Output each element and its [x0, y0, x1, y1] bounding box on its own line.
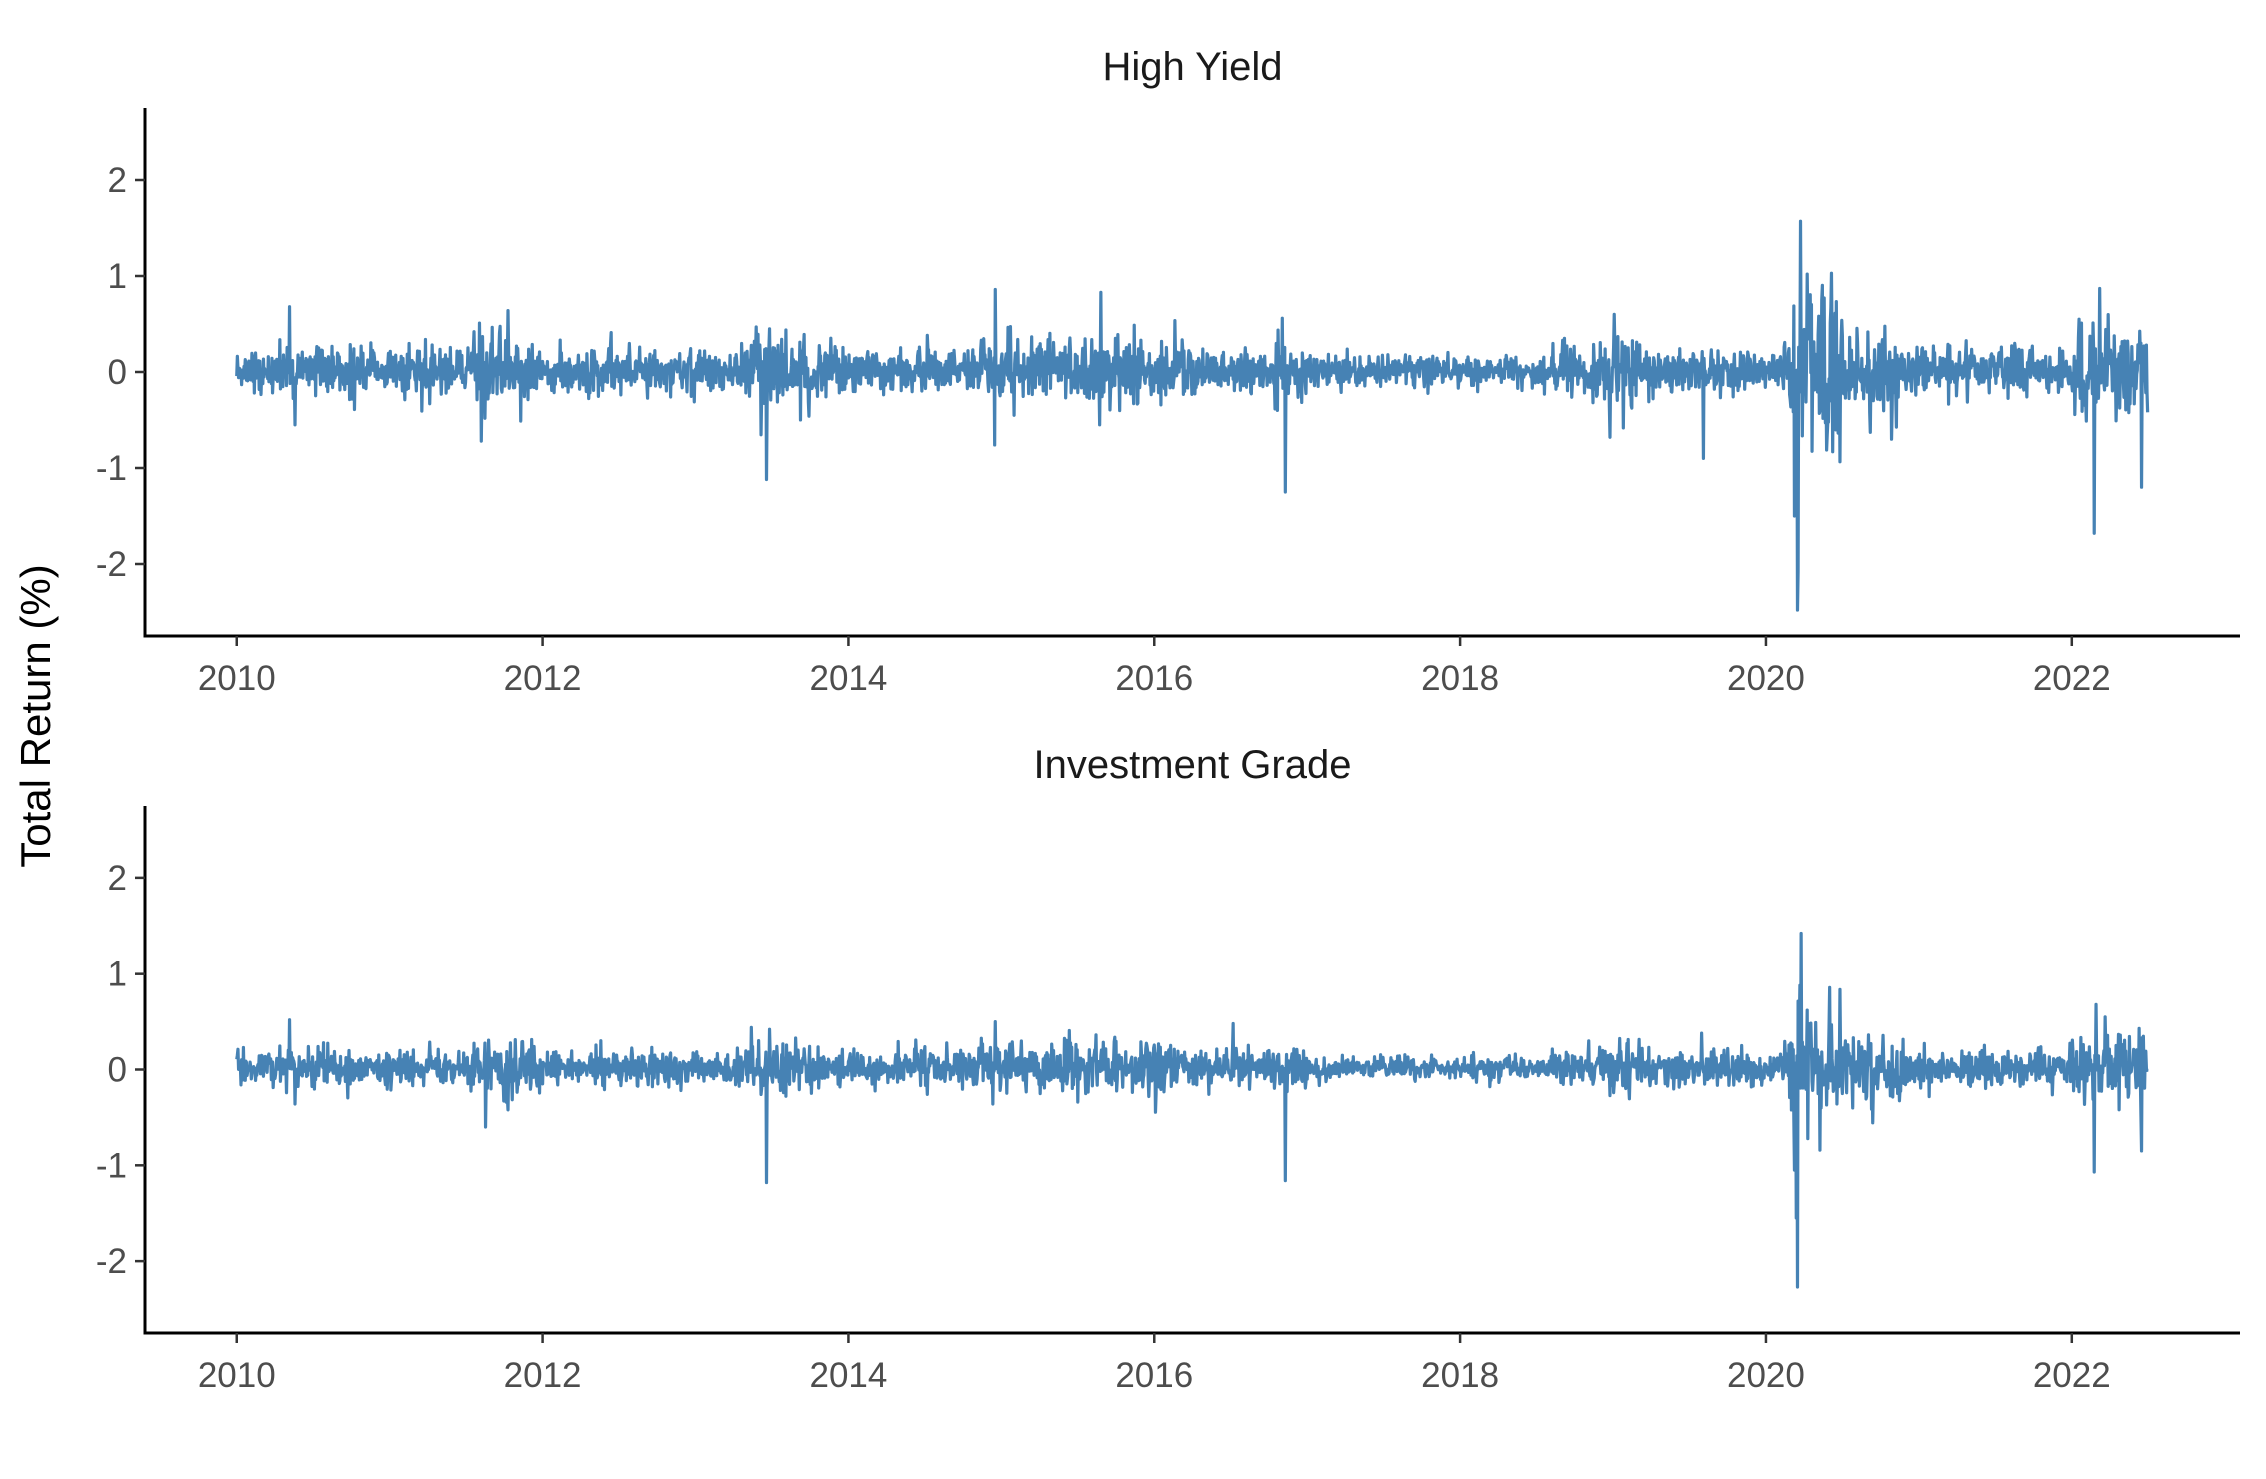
panel-high-yield: High Yield 2 1 0 -1 -2 2010 2012 2014 2016 2018 202… — [96, 45, 2240, 698]
y-axis-title: Total Return (%) — [12, 564, 59, 867]
panel-title: Investment Grade — [1034, 743, 1352, 787]
panel-title: High Yield — [1102, 45, 1282, 89]
x-tick-label: 2010 — [198, 659, 276, 698]
x-tick-label: 2014 — [809, 1356, 887, 1395]
x-tick-label: 2020 — [1727, 659, 1805, 698]
y-tick-label: -2 — [96, 1242, 127, 1281]
series-line-total-return — [235, 219, 2150, 612]
y-tick-label: 0 — [108, 353, 127, 392]
panel-investment-grade: Investment Grade 2 1 0 -1 -2 2010 2012 2014 2016 2… — [96, 743, 2240, 1395]
y-tick-label: -2 — [96, 545, 127, 584]
x-tick-label: 2020 — [1727, 1356, 1805, 1395]
x-tick-label: 2014 — [809, 659, 887, 698]
x-tick-label: 2018 — [1421, 1356, 1499, 1395]
y-tick-label: 0 — [108, 1051, 127, 1090]
y-tick-label: -1 — [96, 449, 127, 488]
x-tick-label: 2012 — [504, 1356, 582, 1395]
x-tick-label: 2022 — [2033, 1356, 2111, 1395]
x-tick-label: 2012 — [504, 659, 582, 698]
y-tick-label: -1 — [96, 1146, 127, 1185]
x-tick-label: 2018 — [1421, 659, 1499, 698]
x-tick-label: 2022 — [2033, 659, 2111, 698]
x-tick-label: 2010 — [198, 1356, 276, 1395]
y-tick-label: 2 — [108, 161, 127, 200]
y-tick-label: 1 — [108, 955, 127, 994]
x-tick-label: 2016 — [1115, 659, 1193, 698]
x-tick-label: 2016 — [1115, 1356, 1193, 1395]
series-line-total-return — [235, 931, 2149, 1289]
y-tick-label: 2 — [108, 859, 127, 898]
y-tick-label: 1 — [108, 257, 127, 296]
